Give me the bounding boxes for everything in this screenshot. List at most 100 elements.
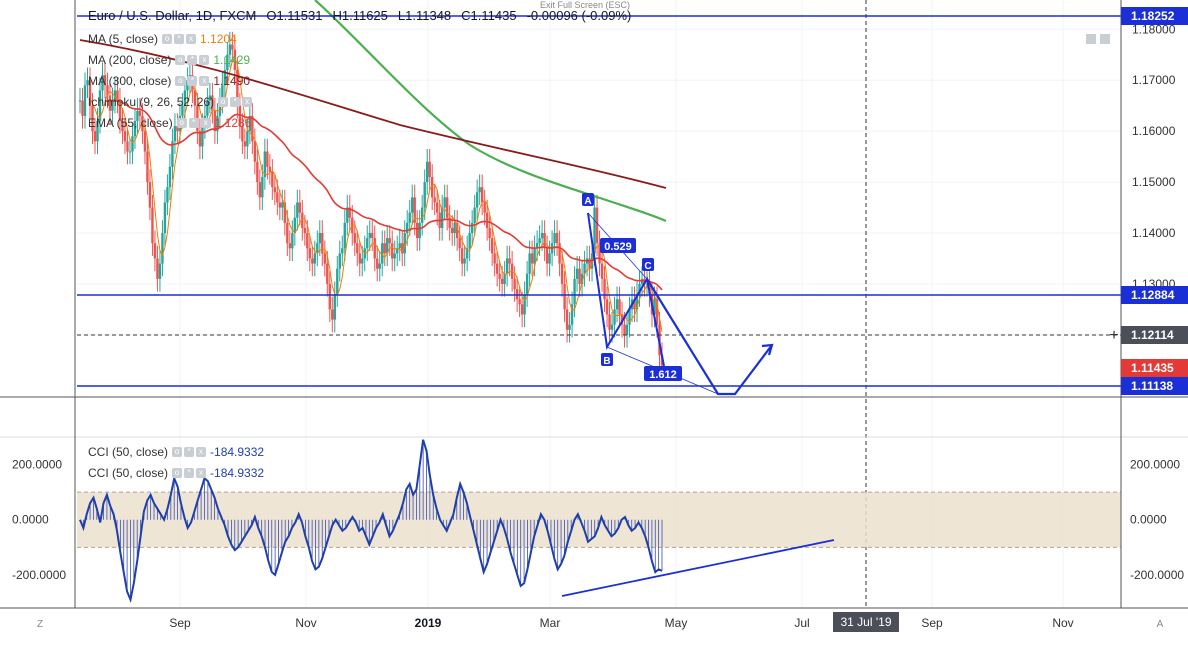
candle-body xyxy=(241,126,244,142)
candle-body xyxy=(530,253,534,264)
candle-body xyxy=(276,192,279,203)
legend-ma300[interactable]: MA (300, close) o * x 1.1490 xyxy=(88,70,252,91)
candle-body xyxy=(121,120,124,132)
legend-value: 1.1286 xyxy=(214,115,252,130)
x-tick-label: Sep xyxy=(169,616,191,630)
candle-body xyxy=(146,151,149,183)
zoom-icon: Z xyxy=(37,619,43,630)
candle-body xyxy=(588,258,591,269)
settings-icon[interactable]: o * x xyxy=(175,75,210,86)
candle-body xyxy=(535,243,539,249)
cci-y-tick-left: 200.0000 xyxy=(12,458,62,472)
legend-cci-2[interactable]: CCI (50, close) o * x -184.9332 xyxy=(88,462,264,483)
candle-body xyxy=(638,283,641,295)
candle-body xyxy=(398,243,401,249)
legend-label: MA (300, close) xyxy=(88,73,172,88)
candle-body xyxy=(625,324,629,335)
candle-body xyxy=(421,207,424,223)
candle-body xyxy=(256,161,259,183)
symbol-header: Euro / U.S. Dollar, 1D, FXCM O1.11531 H1… xyxy=(88,8,631,23)
x-tick-label: Jul xyxy=(794,616,809,630)
auto-scale-icon: A xyxy=(1157,619,1164,630)
candle-body xyxy=(560,263,564,284)
candle-body xyxy=(218,100,222,116)
cci-line xyxy=(79,439,663,604)
candle-body xyxy=(361,258,364,264)
ratio-label: 1.612 xyxy=(649,369,677,381)
candle-body xyxy=(655,299,659,325)
exit-fullscreen-hint[interactable]: Exit Full Screen (ESC) xyxy=(540,0,631,10)
candle-body xyxy=(520,304,524,315)
candle-body xyxy=(298,202,302,213)
candle-body xyxy=(428,161,431,177)
settings-icon[interactable]: o * x xyxy=(172,446,207,457)
candle-body xyxy=(338,253,341,269)
settings-icon[interactable]: o * x xyxy=(218,96,253,107)
candle-body xyxy=(393,253,396,259)
legend-ma200[interactable]: MA (200, close) o * x 1.1429 xyxy=(88,49,252,70)
candle-body xyxy=(168,166,172,188)
candle-body xyxy=(595,207,599,244)
candle-body xyxy=(261,176,264,198)
candle-body xyxy=(216,115,219,132)
candle-layer xyxy=(78,31,664,379)
candle-body xyxy=(525,273,529,295)
symbol-title[interactable]: Euro / U.S. Dollar, 1D, FXCM xyxy=(88,8,257,23)
candle-body xyxy=(570,304,574,325)
cci-y-tick-right: 0.0000 xyxy=(1130,513,1167,527)
settings-icon[interactable]: o * x xyxy=(162,33,197,44)
pane-maximize-icon xyxy=(1100,34,1110,44)
candle-body xyxy=(346,207,349,223)
candle-body xyxy=(628,309,631,325)
x-tick-label: Mar xyxy=(540,616,561,630)
candle-body xyxy=(366,238,369,249)
candle-body xyxy=(308,248,312,259)
candle-body xyxy=(336,268,339,295)
legend-value: -184.9332 xyxy=(210,444,265,459)
ema55-line xyxy=(104,100,663,291)
candle-body xyxy=(483,202,486,213)
candle-body xyxy=(575,268,579,279)
price-badge-label: 1.11138 xyxy=(1131,379,1173,393)
ratio-badge xyxy=(644,366,682,381)
legend-ma5[interactable]: MA (5, close) o * x 1.1204 xyxy=(88,28,252,49)
low-value: L1.11348 xyxy=(397,8,452,23)
candle-body xyxy=(353,233,356,244)
candle-body xyxy=(430,176,434,198)
candle-body xyxy=(246,131,249,147)
candle-body xyxy=(573,278,576,305)
candle-body xyxy=(106,85,109,96)
candle-body xyxy=(273,187,277,193)
candle-body xyxy=(291,233,294,249)
legend-label: CCI (50, close) xyxy=(88,444,169,459)
legend-ema55[interactable]: EMA (55, close) o * x 1.1286 xyxy=(88,112,252,133)
candle-body xyxy=(131,136,134,152)
candle-body xyxy=(470,222,474,234)
legend-value: -184.9332 xyxy=(210,465,265,480)
candle-body xyxy=(158,263,162,279)
pattern-point-label: C xyxy=(644,261,651,272)
candle-body xyxy=(86,80,89,86)
cci-band-layer xyxy=(77,491,1121,548)
candle-body xyxy=(148,182,152,208)
settings-icon[interactable]: o * x xyxy=(176,117,211,128)
settings-icon[interactable]: o * x xyxy=(172,467,207,478)
candle-body xyxy=(208,95,212,101)
candle-body xyxy=(453,222,456,234)
legend-ichimoku[interactable]: Ichimoku (9, 26, 52, 26) o * x xyxy=(88,91,253,112)
candle-body xyxy=(316,243,319,254)
legend-cci-1[interactable]: CCI (50, close) o * x -184.9332 xyxy=(88,441,264,462)
candle-body xyxy=(593,207,596,254)
candle-body xyxy=(403,233,406,254)
candle-body xyxy=(455,222,459,239)
candle-body xyxy=(331,309,334,320)
candle-body xyxy=(565,309,569,330)
change-value: -0.00096 (-0.09%) xyxy=(526,8,632,23)
candle-body xyxy=(508,258,511,264)
settings-icon[interactable]: o * x xyxy=(175,54,210,65)
candle-body xyxy=(528,253,531,274)
candle-body xyxy=(263,151,267,177)
x-tick-label: 31 Jul '19 xyxy=(841,615,892,629)
candle-body xyxy=(278,202,282,208)
